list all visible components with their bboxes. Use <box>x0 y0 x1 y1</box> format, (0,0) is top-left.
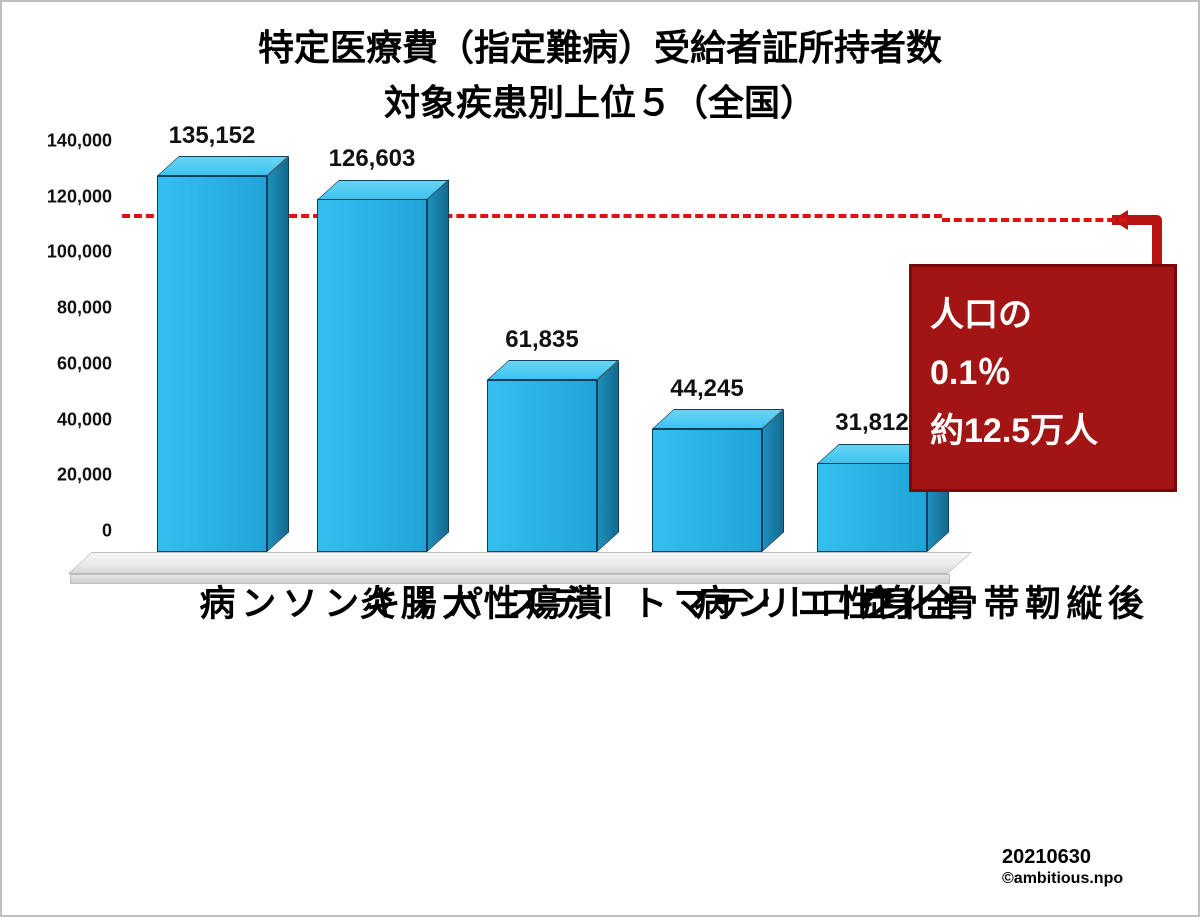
y-tick-label: 100,000 <box>47 242 122 263</box>
y-tick-label: 0 <box>102 521 122 542</box>
bar-top <box>157 156 289 176</box>
bar-value-label: 44,245 <box>670 375 743 403</box>
chart-floor <box>68 552 972 574</box>
bar-front <box>317 199 427 552</box>
plot-area: 020,00040,00060,00080,000100,000120,0001… <box>122 162 942 552</box>
callout-line-1: 人口の <box>930 287 1158 345</box>
y-tick-label: 80,000 <box>57 298 122 319</box>
bar: 44,245 <box>652 429 762 552</box>
bar-front <box>157 176 267 552</box>
y-tick-label: 120,000 <box>47 186 122 207</box>
bar-top <box>487 360 619 380</box>
bar-side <box>267 156 289 552</box>
chart-floor-front <box>70 574 950 584</box>
y-tick-label: 140,000 <box>47 131 122 152</box>
chart-page: 特定医療費（指定難病）受給者証所持者数 対象疾患別上位５（全国） 020,000… <box>0 0 1200 917</box>
bar-front <box>487 380 597 552</box>
y-tick-label: 60,000 <box>57 353 122 374</box>
title-line-1: 特定医療費（指定難病）受給者証所持者数 <box>2 24 1198 73</box>
footer-date: 20210630 <box>1002 846 1091 869</box>
bar-side <box>427 180 449 552</box>
bar-front <box>652 429 762 552</box>
bar-value-label: 126,603 <box>329 145 416 173</box>
bar-side <box>597 360 619 552</box>
callout-line-2: 0.1％ <box>930 345 1158 403</box>
title-line-2: 対象疾患別上位５（全国） <box>2 79 1198 128</box>
category-label: 後縦靭帯骨化症 <box>854 584 1144 622</box>
bar-value-label: 31,812 <box>835 409 908 437</box>
bar-side <box>762 409 784 552</box>
footer-copyright: ©ambitious.npo <box>1002 870 1123 888</box>
y-tick-label: 40,000 <box>57 409 122 430</box>
bar: 61,835 <box>487 380 597 552</box>
bar-value-label: 135,152 <box>169 122 256 150</box>
bar: 126,603 <box>317 199 427 552</box>
chart-title: 特定医療費（指定難病）受給者証所持者数 対象疾患別上位５（全国） <box>2 24 1198 127</box>
callout-box: 人口の 0.1％ 約12.5万人 <box>909 264 1177 492</box>
bar-value-label: 61,835 <box>505 326 578 354</box>
reference-line-ext <box>942 218 1127 222</box>
y-tick-label: 20,000 <box>57 465 122 486</box>
bar: 135,152 <box>157 176 267 552</box>
callout-line-3: 約12.5万人 <box>930 403 1158 461</box>
bar-top <box>652 409 784 429</box>
bar-top <box>317 180 449 200</box>
